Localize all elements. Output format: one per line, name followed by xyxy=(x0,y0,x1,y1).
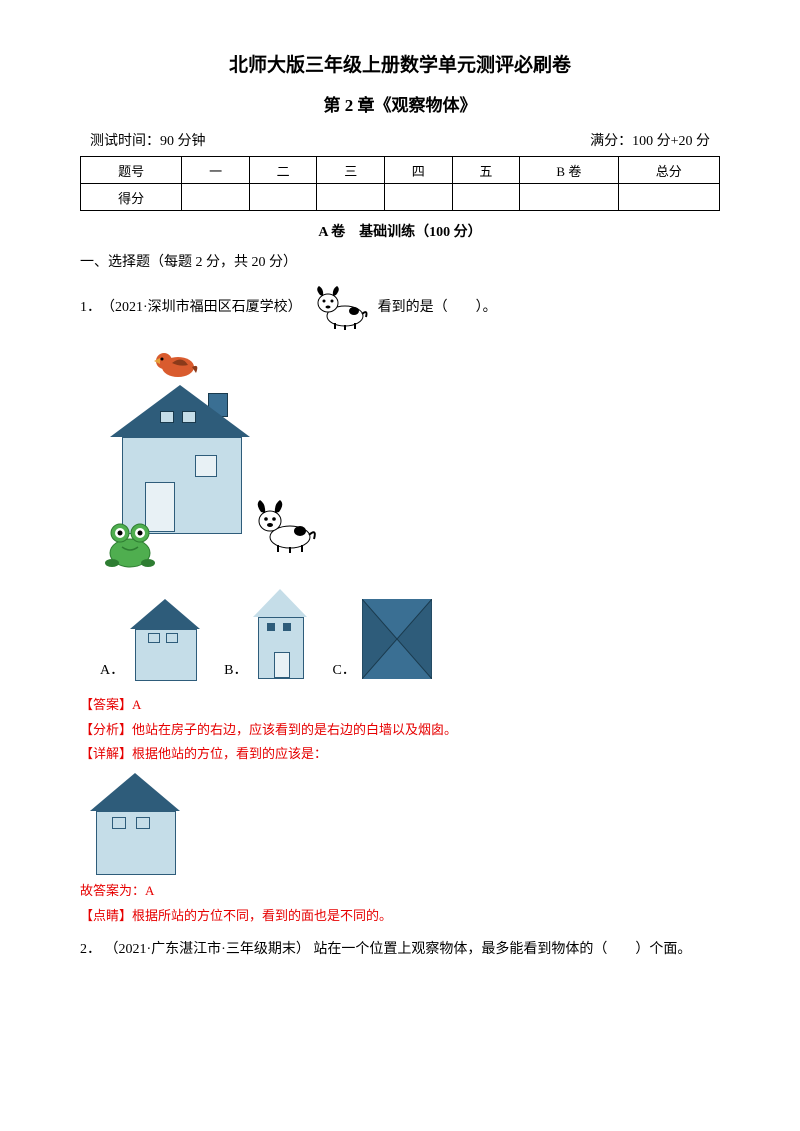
dog-icon xyxy=(310,281,370,331)
scene-roof-window-2 xyxy=(182,411,196,423)
opt-c-label: C． xyxy=(332,659,355,679)
question-2: 2． （2021·广东湛江市·三年级期末） 站在一个位置上观察物体，最多能看到物… xyxy=(80,938,720,958)
th-0: 题号 xyxy=(81,157,182,184)
option-c: C． xyxy=(332,599,431,679)
table-header-row: 题号 一 二 三 四 五 B 卷 总分 xyxy=(81,157,720,184)
scene-roof-window-1 xyxy=(160,411,174,423)
th-7: 总分 xyxy=(618,157,719,184)
th-3: 三 xyxy=(317,157,385,184)
opt-a-label: A． xyxy=(100,659,124,679)
th-2: 二 xyxy=(249,157,317,184)
section1-heading: 一、选择题（每题 2 分，共 20 分） xyxy=(80,251,720,271)
house-c-icon xyxy=(362,599,432,679)
score-table: 题号 一 二 三 四 五 B 卷 总分 得分 xyxy=(80,156,720,211)
th-4: 四 xyxy=(385,157,453,184)
question-1: 1． （2021·深圳市福田区石厦学校） 看到的是（ ）。 xyxy=(80,281,720,331)
q1-source: （2021·深圳市福田区石厦学校） xyxy=(101,296,302,316)
time-label: 测试时间：90 分钟 xyxy=(90,130,206,150)
q2-text: 站在一个位置上观察物体，最多能看到物体的（ ）个面。 xyxy=(313,942,691,957)
opt-b-label: B． xyxy=(224,659,247,679)
tip-line: 【点睛】根据所站的方位不同，看到的面也是不同的。 xyxy=(80,904,720,929)
option-a: A． xyxy=(100,599,200,679)
so-line: 故答案为：A xyxy=(80,879,720,904)
house-a-icon xyxy=(130,599,200,679)
q1-tail: 看到的是（ ）。 xyxy=(378,296,497,316)
bird-icon xyxy=(150,345,200,385)
th-5: 五 xyxy=(452,157,520,184)
house-scene xyxy=(100,345,340,575)
q2-num: 2． xyxy=(80,942,101,957)
frog-icon xyxy=(100,515,160,575)
analysis-line: 【分析】他站在房子的右边，应该看到的是右边的白墙以及烟囱。 xyxy=(80,718,720,743)
th-6: B 卷 xyxy=(520,157,618,184)
table-score-row: 得分 xyxy=(81,184,720,211)
q2-source: （2021·广东湛江市·三年级期末） xyxy=(105,942,310,957)
th-1: 一 xyxy=(182,157,250,184)
house-b-icon xyxy=(253,589,308,679)
scene-dog-icon xyxy=(250,495,320,560)
q1-options: A． B． C． xyxy=(100,589,720,679)
fullscore-label: 满分：100 分+20 分 xyxy=(590,130,710,150)
test-info-row: 测试时间：90 分钟 满分：100 分+20 分 xyxy=(80,130,720,150)
scene-roof xyxy=(110,385,250,437)
chapter-title: 第 2 章《观察物体》 xyxy=(80,91,720,116)
section-a-label: A 卷 基础训练（100 分） xyxy=(80,221,720,241)
answer-house xyxy=(90,773,720,873)
main-title: 北师大版三年级上册数学单元测评必刷卷 xyxy=(80,50,720,77)
row-label: 得分 xyxy=(81,184,182,211)
answer-line: 【答案】A xyxy=(80,693,720,718)
scene-window xyxy=(195,455,217,477)
option-b: B． xyxy=(224,589,308,679)
answer-block: 【答案】A 【分析】他站在房子的右边，应该看到的是右边的白墙以及烟囱。 【详解】… xyxy=(80,693,720,928)
q1-num: 1． xyxy=(80,296,101,316)
detail-line: 【详解】根据他站的方位，看到的应该是： xyxy=(80,742,720,767)
